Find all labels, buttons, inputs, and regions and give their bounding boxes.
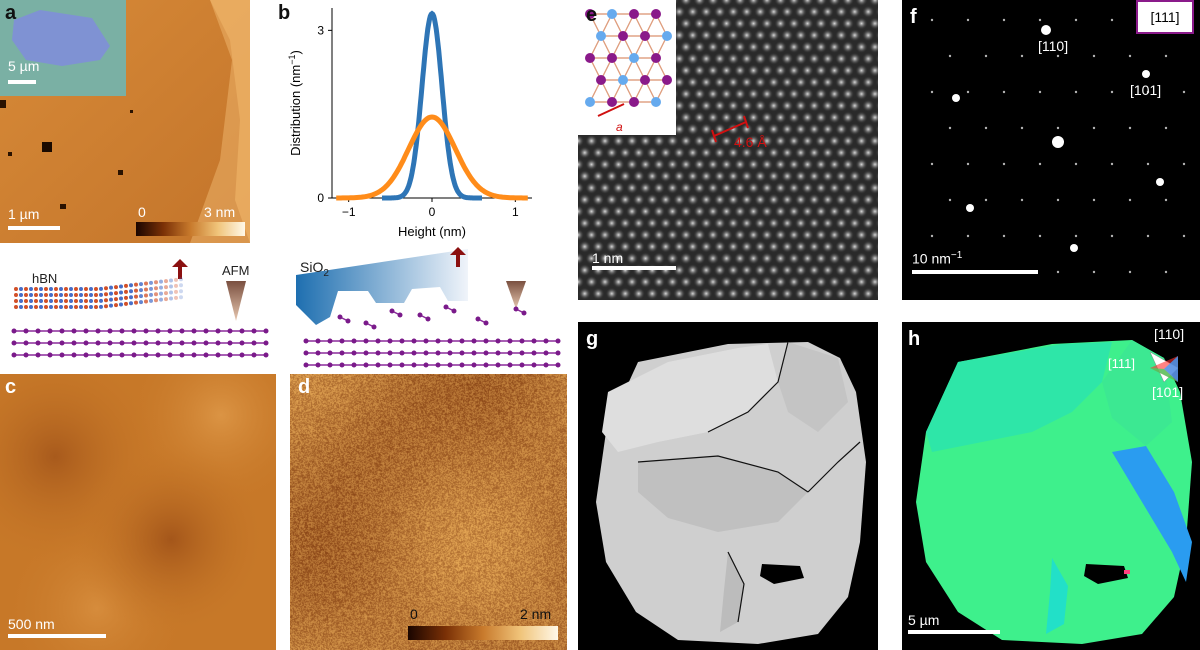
y-tick-label: 0	[317, 191, 324, 205]
colorbar-a-min: 0	[138, 204, 146, 220]
scale-label-c: 500 nm	[8, 616, 55, 632]
afm-label: AFM	[222, 263, 250, 278]
colorbar-a-max: 3 nm	[204, 204, 236, 220]
scale-bar-h	[908, 630, 1000, 634]
panel-label-e: e	[586, 4, 598, 26]
afm-tip-left	[226, 281, 246, 321]
x-tick-label: −1	[342, 205, 356, 219]
sio2-block	[296, 249, 468, 325]
panel-label-h: h	[908, 328, 921, 350]
panel-label-b: b	[278, 2, 291, 24]
sio2-label: SiO2	[300, 259, 329, 279]
spot-label-101: [101]	[1130, 82, 1162, 98]
triangle-label-left: [111]	[1108, 356, 1135, 371]
scale-bar-e	[592, 266, 676, 270]
y-tick-label: 3	[317, 23, 324, 37]
panel-label-d: d	[298, 376, 311, 398]
lattice-model-inset	[585, 9, 672, 117]
panel-label-c: c	[5, 376, 17, 398]
scale-bar-a	[8, 226, 60, 230]
lattice-inset: a	[578, 0, 676, 135]
panel-label-g: g	[586, 328, 599, 350]
arrow-right	[450, 247, 466, 267]
afm-map-d-image	[290, 374, 567, 650]
arrow-left	[172, 259, 188, 279]
inset-scale-label: 5 µm	[8, 58, 40, 74]
scale-label-a: 1 µm	[8, 206, 40, 222]
zone-axis-box: [111]	[1136, 0, 1194, 34]
inset-scale-bar	[8, 80, 36, 84]
x-axis-title: Height (nm)	[398, 224, 466, 239]
afm-tip-right	[506, 281, 526, 309]
panel-h-orientation-map: h [110] [111] [101] 5 µm	[902, 322, 1200, 650]
schematic-row: hBN AFM SiO2	[0, 245, 570, 373]
height-distribution-chart: −1 0 1 0 3 Height (nm) Distribution (nm−1)	[287, 8, 532, 239]
series-line-1	[382, 10, 482, 201]
triangle-label-bottom: [101]	[1152, 384, 1184, 400]
optical-inset: 5 µm	[0, 0, 126, 96]
colorbar-d	[408, 626, 558, 640]
panel-a-afm-map: 5 µm a 1 µm 0 3 nm	[0, 0, 250, 243]
orientation-map	[916, 340, 1192, 644]
grain-map-gray	[596, 341, 866, 644]
triangle-label-top: [110]	[1154, 326, 1185, 342]
sio2-label-sub: 2	[323, 267, 329, 279]
panel-label-f: f	[910, 6, 917, 28]
y-axis-title: Distribution (nm−1)	[287, 50, 303, 156]
zone-axis-label: [111]	[1150, 9, 1180, 25]
colorbar-a	[136, 222, 245, 236]
panel-d-afm-map: d 0 2 nm	[290, 374, 567, 650]
series-line-2	[336, 114, 528, 201]
scale-bar-f	[912, 270, 1038, 274]
panel-b-chart: b −1 0 1 0 3 Height (nm) Distribution (nm−1)	[252, 0, 567, 243]
panel-label-a: a	[5, 2, 17, 24]
panel-f-diffraction: f [111] [110] [101] 10 nm−1	[902, 0, 1200, 300]
panel-c-afm-map: c 500 nm	[0, 374, 276, 650]
colorbar-d-min: 0	[410, 606, 418, 622]
panel-e-stem-image: a e 4.6 Å 1 nm	[578, 0, 878, 300]
sio2-label-main: SiO	[300, 259, 324, 275]
scale-label-e: 1 nm	[592, 250, 624, 266]
scale-label-f: 10 nm−1	[912, 250, 963, 267]
hbn-label: hBN	[32, 271, 58, 286]
scale-label-h: 5 µm	[908, 612, 940, 628]
lattice-constant-label: a	[616, 120, 623, 134]
x-tick-label: 0	[429, 205, 436, 219]
afm-map-c-image	[0, 374, 276, 650]
spot-label-110: [110]	[1038, 38, 1069, 54]
x-tick-label: 1	[512, 205, 519, 219]
schematic-drawings	[11, 247, 561, 368]
colorbar-d-max: 2 nm	[520, 606, 552, 622]
panel-g-grain-map: g	[578, 322, 878, 650]
scale-bar-c	[8, 634, 106, 638]
spacing-label: 4.6 Å	[734, 134, 767, 150]
diffraction-pattern	[930, 18, 1186, 274]
flake-inset-image	[12, 10, 110, 66]
